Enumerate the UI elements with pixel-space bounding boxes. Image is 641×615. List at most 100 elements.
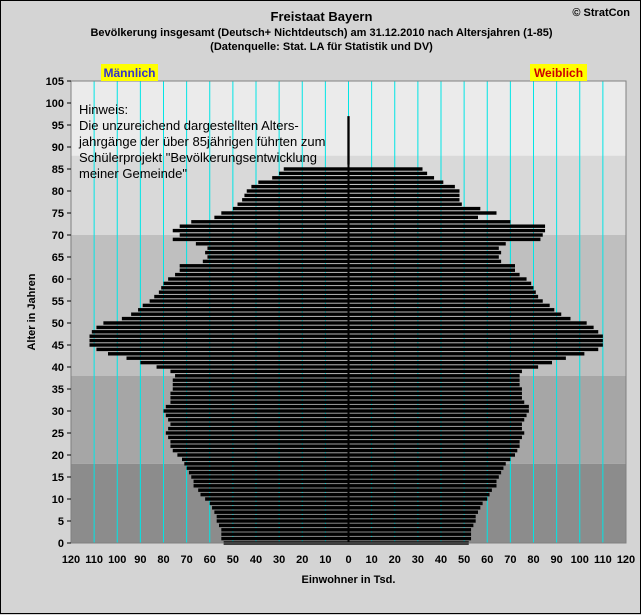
bar-male [131, 312, 349, 316]
x-axis-title: Einwohner in Tsd. [302, 574, 396, 586]
x-tick-label: 30 [273, 554, 285, 566]
bar-female [348, 277, 527, 281]
x-tick-label: 60 [481, 554, 493, 566]
bar-male [283, 167, 349, 171]
bar-female [348, 426, 522, 431]
bar-female [348, 457, 511, 462]
legend-female-box [530, 64, 587, 81]
y-tick-label: 95 [52, 120, 64, 132]
x-tick-label: 100 [108, 554, 126, 566]
bar-male [96, 347, 349, 352]
y-tick-label: 45 [52, 340, 64, 352]
bar-female [348, 299, 543, 303]
bar-female [348, 272, 520, 277]
bar-female [348, 444, 520, 448]
bar-male [172, 448, 349, 453]
x-tick-label: 80 [157, 554, 169, 566]
x-tick-label: 110 [594, 554, 612, 566]
bar-male [91, 330, 349, 334]
legend-male-box [101, 64, 158, 81]
bar-female [348, 233, 543, 237]
bar-male [103, 321, 349, 325]
bar-female [348, 321, 587, 325]
y-tick-label: 90 [52, 142, 64, 154]
legend-female-label: Weiblich [534, 66, 583, 80]
y-tick-label: 100 [46, 98, 64, 110]
bar-female [348, 369, 522, 374]
bar-male [165, 413, 349, 418]
bar-male [179, 264, 349, 268]
bar-male [221, 532, 349, 536]
bar-female [348, 462, 506, 466]
bar-female [348, 246, 499, 250]
bar-male [165, 404, 349, 409]
bar-female [348, 448, 518, 453]
bar-male [205, 250, 349, 255]
bar-male [186, 466, 349, 470]
bar-female [348, 409, 529, 413]
y-tick-label: 25 [52, 428, 64, 440]
annotation-note-line: jahrgänge der über 85jährigen führten zu… [78, 134, 325, 149]
bar-female [348, 360, 552, 365]
bar-female [348, 193, 460, 198]
bar-male [214, 510, 349, 514]
bar-male [170, 391, 349, 396]
bar-male [170, 422, 349, 426]
bar-female [348, 387, 522, 391]
bar-female [348, 453, 515, 457]
bar-male [216, 519, 349, 523]
bar-female [348, 347, 599, 352]
bar-female [348, 396, 522, 400]
y-tick-label: 55 [52, 296, 64, 308]
chart-source: (Datenquelle: Stat. LA für Statistik und… [210, 41, 433, 53]
bar-male [191, 220, 349, 224]
bar-female [348, 308, 555, 312]
bar-female [348, 523, 474, 528]
bar-female [348, 400, 525, 404]
bar-male [170, 444, 349, 448]
annotation-note-line: Schülerprojekt "Bevölkerungsentwicklung [79, 150, 317, 165]
bar-male [272, 176, 349, 180]
labels: 120 110 100 90 80 70 60 50 40 30 20 10 0 10 20 30 40 50 60… [26, 64, 635, 586]
bar-female [348, 475, 499, 479]
bar-male [191, 475, 349, 479]
bar-female [348, 418, 525, 422]
bar-female [348, 514, 476, 519]
bar-male [142, 303, 349, 308]
bar-male [179, 233, 349, 237]
bar-male [195, 242, 349, 246]
bar-male [179, 268, 349, 272]
y-tick-label: 50 [52, 318, 64, 330]
y-tick-label: 15 [52, 472, 64, 484]
bar-male [140, 360, 349, 365]
bar-female [348, 497, 488, 501]
y-tick-label: 105 [46, 76, 64, 88]
bar-male [138, 308, 349, 312]
bar-male [108, 352, 349, 356]
bar-female [348, 413, 527, 418]
bar-male [126, 356, 349, 360]
x-tick-label: 90 [551, 554, 563, 566]
bar-female [348, 316, 571, 321]
bar-male [165, 431, 349, 435]
bar-male [89, 338, 349, 343]
x-tick-label: 70 [181, 554, 193, 566]
bar-female [348, 228, 546, 233]
x-tick-label: 40 [435, 554, 447, 566]
bar-male [170, 400, 349, 404]
bar-female [348, 492, 490, 497]
bar-male [200, 492, 349, 497]
x-tick-label: 120 [62, 554, 80, 566]
bar-female [348, 330, 599, 334]
bar-female [348, 334, 603, 338]
bar-female [348, 431, 525, 435]
bar-male [232, 206, 349, 211]
bar-male [170, 440, 349, 444]
bar-female [348, 435, 522, 440]
bar-female [348, 488, 492, 492]
bar-female [348, 365, 539, 369]
x-tick-label: 120 [617, 554, 635, 566]
bar-male [279, 171, 349, 176]
bar-female [348, 378, 520, 382]
